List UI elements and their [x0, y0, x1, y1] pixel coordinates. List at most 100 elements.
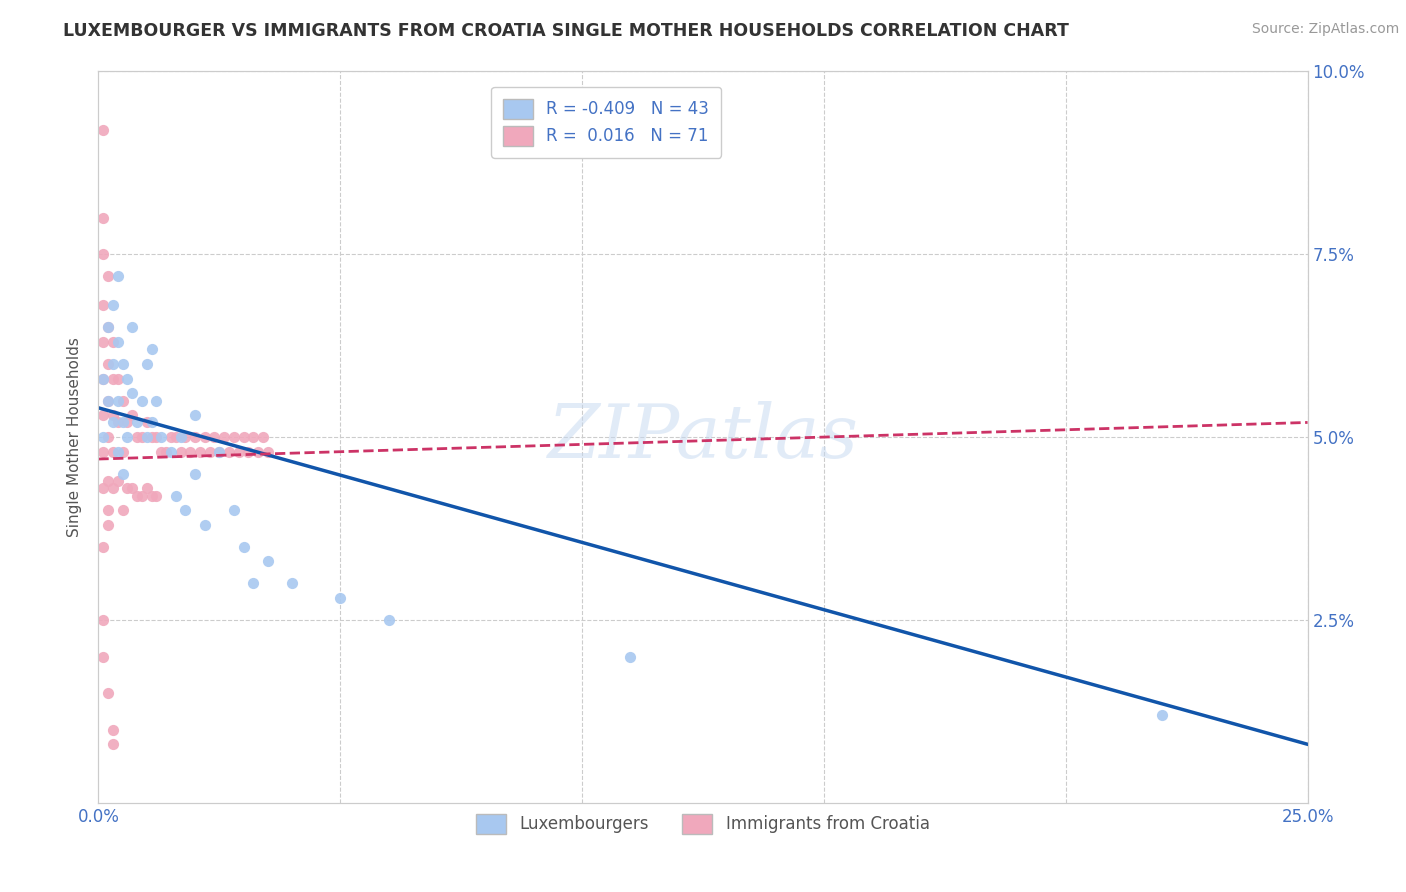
- Point: [188, 444, 211, 458]
- Point: [97, 320, 120, 334]
- Point: [174, 503, 197, 517]
- Point: [247, 444, 270, 458]
- Point: [97, 517, 120, 532]
- Point: [377, 613, 399, 627]
- Point: [91, 444, 114, 458]
- Point: [228, 444, 250, 458]
- Point: [160, 444, 183, 458]
- Point: [131, 393, 153, 408]
- Point: [242, 576, 264, 591]
- Point: [107, 269, 129, 284]
- Point: [117, 481, 139, 495]
- Point: [238, 444, 260, 458]
- Point: [165, 430, 187, 444]
- Point: [91, 247, 114, 261]
- Point: [242, 430, 264, 444]
- Point: [117, 416, 139, 430]
- Point: [165, 489, 187, 503]
- Point: [91, 123, 114, 137]
- Point: [101, 723, 124, 737]
- Point: [97, 320, 120, 334]
- Point: [91, 649, 114, 664]
- Point: [184, 467, 207, 481]
- Point: [97, 686, 120, 700]
- Text: LUXEMBOURGER VS IMMIGRANTS FROM CROATIA SINGLE MOTHER HOUSEHOLDS CORRELATION CHA: LUXEMBOURGER VS IMMIGRANTS FROM CROATIA …: [63, 22, 1069, 40]
- Point: [145, 430, 167, 444]
- Point: [101, 481, 124, 495]
- Point: [91, 211, 114, 225]
- Point: [101, 408, 124, 422]
- Point: [91, 408, 114, 422]
- Point: [232, 540, 254, 554]
- Point: [101, 444, 124, 458]
- Point: [91, 298, 114, 312]
- Point: [619, 649, 641, 664]
- Point: [97, 393, 120, 408]
- Text: ZIPatlas: ZIPatlas: [547, 401, 859, 474]
- Point: [329, 591, 352, 605]
- Point: [179, 444, 201, 458]
- Point: [150, 430, 173, 444]
- Point: [117, 430, 139, 444]
- Point: [169, 444, 191, 458]
- Point: [107, 334, 129, 349]
- Point: [135, 357, 157, 371]
- Point: [127, 416, 149, 430]
- Point: [101, 371, 124, 385]
- Point: [141, 416, 163, 430]
- Point: [101, 737, 124, 751]
- Point: [150, 444, 173, 458]
- Point: [121, 386, 143, 401]
- Point: [232, 430, 254, 444]
- Point: [91, 540, 114, 554]
- Point: [174, 430, 197, 444]
- Point: [107, 416, 129, 430]
- Point: [204, 430, 226, 444]
- Point: [97, 393, 120, 408]
- Point: [91, 371, 114, 385]
- Point: [97, 430, 120, 444]
- Point: [281, 576, 304, 591]
- Point: [208, 444, 231, 458]
- Point: [111, 416, 134, 430]
- Point: [111, 444, 134, 458]
- Point: [127, 430, 149, 444]
- Point: [107, 474, 129, 488]
- Point: [91, 334, 114, 349]
- Point: [194, 430, 217, 444]
- Point: [169, 430, 191, 444]
- Point: [141, 430, 163, 444]
- Point: [91, 430, 114, 444]
- Point: [222, 503, 245, 517]
- Legend: Luxembourgers, Immigrants from Croatia: Luxembourgers, Immigrants from Croatia: [464, 802, 942, 846]
- Point: [145, 393, 167, 408]
- Point: [97, 269, 120, 284]
- Point: [212, 430, 235, 444]
- Point: [252, 430, 274, 444]
- Point: [160, 430, 183, 444]
- Point: [117, 371, 139, 385]
- Point: [121, 481, 143, 495]
- Point: [107, 393, 129, 408]
- Point: [222, 430, 245, 444]
- Point: [101, 357, 124, 371]
- Point: [194, 517, 217, 532]
- Y-axis label: Single Mother Households: Single Mother Households: [67, 337, 83, 537]
- Point: [208, 444, 231, 458]
- Point: [131, 430, 153, 444]
- Point: [91, 371, 114, 385]
- Point: [107, 371, 129, 385]
- Point: [141, 343, 163, 357]
- Text: Source: ZipAtlas.com: Source: ZipAtlas.com: [1251, 22, 1399, 37]
- Point: [121, 408, 143, 422]
- Point: [155, 444, 177, 458]
- Point: [97, 357, 120, 371]
- Point: [141, 489, 163, 503]
- Point: [111, 393, 134, 408]
- Point: [121, 320, 143, 334]
- Point: [101, 298, 124, 312]
- Point: [135, 416, 157, 430]
- Point: [256, 554, 278, 568]
- Point: [135, 430, 157, 444]
- Point: [107, 444, 129, 458]
